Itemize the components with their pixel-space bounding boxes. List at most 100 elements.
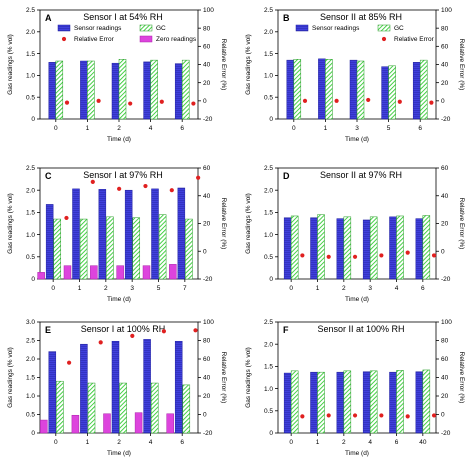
y2-tick-label: 40 <box>203 62 211 69</box>
y2-axis-label: Relative Error (%) <box>220 39 227 91</box>
sensor-readings-bar <box>174 340 183 434</box>
y-tick-label: 3.0 <box>26 319 35 326</box>
y2-tick-label: 80 <box>441 338 449 345</box>
panel-f: F Sensor II at 100% RH 0 0.5 1.0 1.5 2.0 2.5 -20… <box>245 319 465 457</box>
y2-tick-label: 60 <box>203 44 211 51</box>
y2-tick-label: 20 <box>441 393 449 400</box>
legend: Sensor readings GC Relative Error Zero read… <box>57 24 197 43</box>
relative-error-point <box>161 329 166 334</box>
x-tick-label: 6 <box>395 439 399 446</box>
sensor-readings-bar <box>336 218 345 280</box>
relative-error-point <box>64 215 69 221</box>
y2-tick-label: 40 <box>203 375 211 382</box>
y2-axis-label: Relative Error (%) <box>220 352 227 404</box>
sensor-readings-bar <box>415 218 424 280</box>
plot-area <box>277 167 437 280</box>
y2-tick-label: -20 <box>203 276 213 283</box>
sensor-readings-bar <box>349 59 358 120</box>
gc-bar <box>119 382 127 434</box>
x-tick-label: 2 <box>117 439 121 446</box>
relative-error-point <box>366 97 371 103</box>
x-tick-label: 1 <box>316 439 320 446</box>
y2-tick-label: 100 <box>441 319 452 326</box>
gc-bar <box>106 216 114 280</box>
y-tick-label: 2.5 <box>264 165 273 172</box>
gc-bar <box>158 214 167 280</box>
sensor-readings-bar <box>389 371 397 434</box>
x-tick-label: 3 <box>355 125 359 132</box>
legend-marker <box>381 36 387 42</box>
x-tick-label: 6 <box>180 125 184 132</box>
y-tick-label: 1.0 <box>26 73 35 80</box>
y-tick-label: 2.0 <box>26 187 35 194</box>
panel-title: Sensor II at 85% RH <box>320 12 402 22</box>
gc-bar <box>396 215 404 280</box>
sensor-readings-bar <box>48 351 57 434</box>
y-tick-label: 2.0 <box>264 187 273 194</box>
zero-readings-bar <box>63 265 72 280</box>
x-tick-label: 5 <box>157 285 161 292</box>
legend-marker <box>61 36 67 42</box>
relative-error-point <box>96 98 101 103</box>
legend-label-zero-readings: Zero readings <box>156 36 197 43</box>
y-tick-label: 0.5 <box>26 412 35 419</box>
gc-bar <box>422 215 431 280</box>
gc-bar <box>53 218 62 280</box>
panel-a: A Sensor I at 54% RH 0 0.5 1.0 1.5 2.0 2.5 -20 0 2… <box>7 7 227 143</box>
relative-error-point <box>429 100 434 105</box>
gc-bar <box>185 218 193 280</box>
y2-tick-label: -20 <box>441 116 451 123</box>
y2-tick-label: 0 <box>441 98 445 105</box>
x-tick-label: 1 <box>324 125 328 132</box>
relative-error-point <box>379 253 384 258</box>
relative-error-point <box>67 360 72 365</box>
y2-axis-label: Relative Error (%) <box>458 198 465 250</box>
gc-bar <box>79 218 88 280</box>
panel-letter: B <box>283 13 290 23</box>
gc-bar <box>290 215 299 280</box>
y-tick-label: 1.5 <box>264 51 273 58</box>
legend-swatch <box>57 24 71 32</box>
x-tick-label: 4 <box>149 439 153 446</box>
x-tick-label: 40 <box>419 439 427 446</box>
legend-swatch <box>139 35 153 43</box>
gc-bar <box>87 382 96 434</box>
y-tick-label: 1.0 <box>264 386 273 393</box>
relative-error-point <box>352 413 358 418</box>
panel-letter: A <box>45 13 52 23</box>
sensor-readings-bar <box>381 66 389 120</box>
x-tick-label: 2 <box>342 439 346 446</box>
panel-d: D Sensor II at 97% RH 0 0.5 1.0 1.5 2.0 2.5 -20 0… <box>245 165 465 303</box>
gc-bar <box>87 60 95 120</box>
y-tick-label: 0 <box>269 276 273 283</box>
sensor-readings-bar <box>310 217 318 280</box>
y2-tick-label: 0 <box>203 412 207 419</box>
legend-swatch <box>377 24 391 32</box>
y2-tick-label: 0 <box>203 98 207 105</box>
y-tick-label: 1.0 <box>26 393 35 400</box>
x-axis-label: Time (d) <box>107 136 131 143</box>
zero-readings-bar <box>103 413 111 434</box>
relative-error-point <box>302 98 308 103</box>
y2-tick-label: 20 <box>203 80 211 87</box>
gc-bar <box>181 59 190 120</box>
zero-readings-bar <box>71 414 80 434</box>
y2-tick-label: 40 <box>441 193 449 200</box>
x-tick-label: 6 <box>180 439 184 446</box>
panel-title: Sensor I at 54% RH <box>83 12 163 22</box>
y2-tick-label: 20 <box>203 221 211 228</box>
x-tick-label: 2 <box>117 125 121 132</box>
panel-e: E Sensor I at 100% RH 0 0.5 1.0 1.5 2.0 2.5 3.0 -… <box>7 319 227 457</box>
sensor-readings-bar <box>143 61 151 120</box>
y2-tick-label: 40 <box>203 193 211 200</box>
y2-tick-label: 60 <box>441 44 449 51</box>
panel-b: B Sensor II at 85% RH 0 0.5 1.0 1.5 2.0 2.5 -20 0… <box>245 7 465 143</box>
relative-error-point <box>431 413 437 418</box>
gc-bar <box>317 371 325 434</box>
x-tick-label: 3 <box>368 285 372 292</box>
relative-error-point <box>326 413 331 418</box>
sensor-readings-bar <box>174 63 183 120</box>
relative-error-point <box>191 101 196 106</box>
legend-label-sensor-readings: Sensor readings <box>312 25 360 32</box>
gc-bar <box>118 59 127 120</box>
